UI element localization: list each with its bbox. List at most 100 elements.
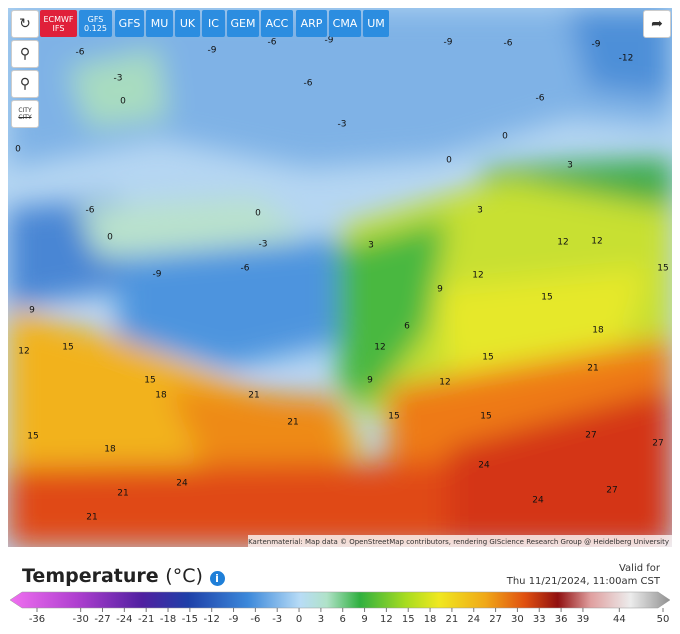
scale-tick-label: 12 <box>380 614 393 625</box>
map-label: 15 <box>27 432 38 442</box>
city-label: CITY <box>18 107 32 114</box>
map-label: 24 <box>176 479 188 489</box>
scale-tick-label: 44 <box>613 614 626 625</box>
map-label: -3 <box>338 120 347 130</box>
map-label: -6 <box>86 206 95 216</box>
refresh-button[interactable]: ↻ <box>11 10 39 38</box>
legend-title: Temperature (°C) i <box>22 565 225 587</box>
model-label: 0.125 <box>84 23 107 33</box>
map-label: 21 <box>587 364 598 374</box>
scale-tick-label: 30 <box>511 614 524 625</box>
map-label: 12 <box>439 378 450 388</box>
model-label: IFS <box>52 23 65 33</box>
map-label: 27 <box>585 431 596 441</box>
zoom-button[interactable]: ⚲ <box>11 70 39 98</box>
map-label: 15 <box>480 412 491 422</box>
city-label-struck: CITY <box>18 114 32 121</box>
scale-tick-label: -30 <box>73 614 89 625</box>
scale-tick-label: 0 <box>296 614 302 625</box>
unit: (°C) <box>165 565 203 587</box>
map-label: 12 <box>591 237 602 247</box>
map-label: 15 <box>541 293 552 303</box>
map-label: 3 <box>477 206 483 216</box>
title: Temperature <box>22 565 159 587</box>
map-label: -9 <box>592 40 601 50</box>
map-label: 9 <box>437 285 443 295</box>
model-button[interactable]: ARP <box>296 10 327 37</box>
map-label: 21 <box>248 391 259 401</box>
model-button[interactable]: GFS 0.125 <box>79 10 112 37</box>
scale-tick-label: 24 <box>467 614 480 625</box>
scale-tick-label: -24 <box>116 614 132 625</box>
map-label: 9 <box>367 376 373 386</box>
map-label: -9 <box>153 270 162 280</box>
valid-info: Valid for Thu 11/21/2024, 11:00am CST <box>507 562 660 588</box>
model-label: IC <box>208 17 219 30</box>
map-label: 18 <box>592 326 604 336</box>
map-label: 21 <box>117 489 128 499</box>
map-label: 21 <box>86 513 97 523</box>
map-label: 0 <box>15 145 21 155</box>
map-label: 27 <box>652 439 663 449</box>
map-label: -6 <box>536 94 545 104</box>
map-label: -9 <box>208 46 217 56</box>
model-button[interactable]: UK <box>175 10 200 37</box>
location-button[interactable]: ⚲ <box>11 40 39 68</box>
map-label: 15 <box>388 412 399 422</box>
model-button[interactable]: GEM <box>227 10 259 37</box>
scale-tick-label: 3 <box>318 614 324 625</box>
map-label: -6 <box>304 79 313 89</box>
model-label: UM <box>367 17 385 30</box>
map-label: 0 <box>446 156 452 166</box>
share-button[interactable]: ➦ <box>643 10 671 38</box>
model-button[interactable]: ACC <box>261 10 293 37</box>
scale-tick-label: 9 <box>361 614 367 625</box>
map-label: 24 <box>478 461 490 471</box>
map-label: -6 <box>76 48 85 58</box>
scale-tick-label: 39 <box>577 614 590 625</box>
scale-tick-label: 27 <box>489 614 502 625</box>
map-label: 3 <box>368 241 374 251</box>
scale-tick-label: -9 <box>229 614 239 625</box>
map-label: 27 <box>606 486 617 496</box>
model-label: CMA <box>332 17 358 30</box>
info-icon[interactable]: i <box>209 571 225 586</box>
scale-tick-label: -6 <box>250 614 260 625</box>
temperature-map: -6 -3 0 -9 -6 -9 -6 -3 -9 -6 -9 -12 -6 0 0 3 0 -6 0 -3 0 -6 -9… <box>8 8 672 547</box>
model-label: GFS <box>87 14 104 24</box>
model-label: ECMWF <box>43 14 74 24</box>
map-label: 12 <box>472 271 483 281</box>
map-label: 15 <box>62 343 73 353</box>
map-label: -12 <box>619 54 634 64</box>
map-label: 24 <box>532 496 544 506</box>
model-button[interactable]: MU <box>146 10 173 37</box>
model-label: MU <box>150 17 169 30</box>
color-scale: -36 -30 -27 -24 -21 -18 -15 -12 -9 -6 -3 0 3 6 9 12 15 18… <box>9 591 671 625</box>
map-label: 15 <box>144 376 155 386</box>
scale-tick-label: 6 <box>340 614 346 625</box>
model-label: GFS <box>118 17 141 30</box>
model-button[interactable]: ECMWF IFS <box>40 10 77 37</box>
map-label: 12 <box>557 238 568 248</box>
map-label: -3 <box>114 74 123 84</box>
map-label: 18 <box>104 445 116 455</box>
map-label: 3 <box>567 161 573 171</box>
model-button[interactable]: UM <box>363 10 389 37</box>
city-toggle[interactable]: CITY CITY <box>11 100 39 128</box>
scale-tick-label: 36 <box>555 614 568 625</box>
scale-tick-label: -36 <box>29 614 45 625</box>
model-label: ARP <box>300 17 323 30</box>
map-label: -6 <box>268 38 277 48</box>
map-label: 6 <box>404 322 410 332</box>
scale-tick-label: -27 <box>94 614 110 625</box>
scale-tick-label: -18 <box>160 614 176 625</box>
valid-label: Valid for <box>618 563 660 574</box>
model-button[interactable]: GFS <box>115 10 144 37</box>
model-button[interactable]: IC <box>202 10 225 37</box>
model-button[interactable]: CMA <box>329 10 361 37</box>
map-label: 12 <box>18 347 29 357</box>
scale-tick-label: 50 <box>657 614 670 625</box>
model-label: ACC <box>265 17 289 30</box>
map-label: 12 <box>374 343 385 353</box>
